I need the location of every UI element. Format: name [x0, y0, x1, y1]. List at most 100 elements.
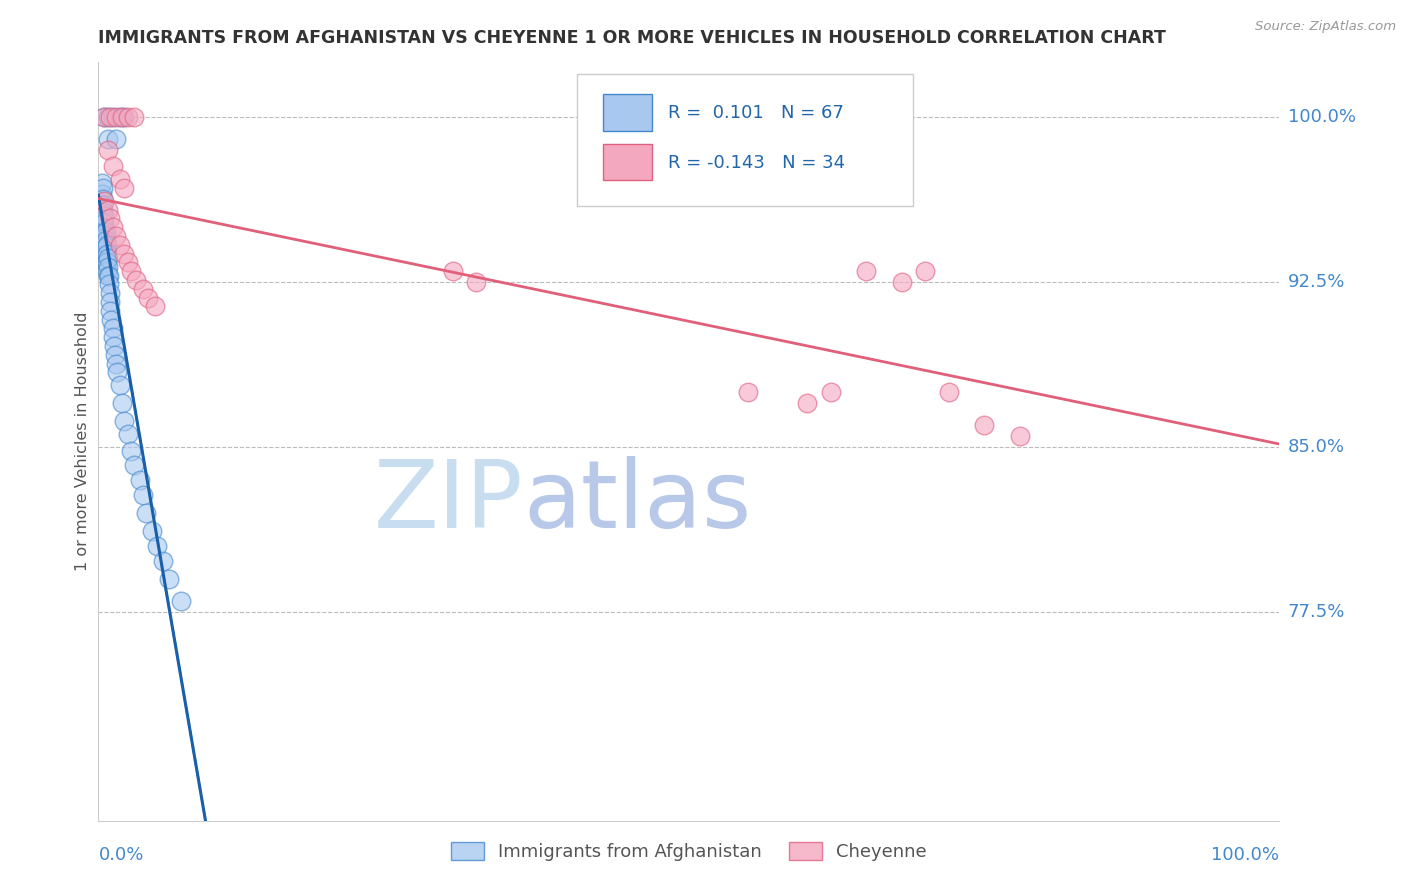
Point [141, 524, 163, 538]
Point [91, 220, 114, 235]
Point [105, 111, 128, 125]
Point [465, 275, 488, 289]
Point [112, 180, 135, 194]
Point [93, 225, 115, 239]
Point [91, 213, 114, 227]
Text: 100.0%: 100.0% [1212, 846, 1279, 863]
Point [91, 231, 114, 245]
Text: R = -0.143   N = 34: R = -0.143 N = 34 [668, 153, 845, 171]
Point [91, 242, 114, 256]
Point [143, 299, 166, 313]
Point [938, 385, 960, 400]
Legend: Immigrants from Afghanistan, Cheyenne: Immigrants from Afghanistan, Cheyenne [444, 835, 934, 869]
Point [108, 237, 131, 252]
Text: R =  0.101   N = 67: R = 0.101 N = 67 [668, 104, 844, 122]
Y-axis label: 1 or more Vehicles in Household: 1 or more Vehicles in Household [75, 312, 90, 571]
Point [125, 273, 148, 287]
Point [105, 229, 128, 244]
Point [101, 159, 124, 173]
Point [93, 111, 115, 125]
Point [117, 426, 139, 441]
Point [93, 216, 115, 230]
Point [93, 194, 115, 208]
Point [98, 295, 121, 310]
Text: atlas: atlas [523, 456, 752, 549]
Point [103, 339, 125, 353]
Point [93, 209, 115, 223]
Point [108, 111, 131, 125]
Point [91, 180, 114, 194]
Point [97, 144, 120, 158]
Point [132, 488, 155, 502]
Point [121, 264, 143, 278]
Point [101, 220, 124, 235]
Point [93, 231, 115, 245]
Point [97, 260, 120, 274]
Text: IMMIGRANTS FROM AFGHANISTAN VS CHEYENNE 1 OR MORE VEHICLES IN HOUSEHOLD CORRELAT: IMMIGRANTS FROM AFGHANISTAN VS CHEYENNE … [98, 29, 1167, 47]
Point [91, 202, 114, 217]
Point [105, 132, 128, 146]
Point [98, 303, 121, 318]
Point [97, 111, 120, 125]
Point [146, 539, 169, 553]
Point [121, 444, 143, 458]
Text: 77.5%: 77.5% [1288, 603, 1346, 621]
Point [170, 594, 193, 608]
Point [91, 209, 114, 223]
Text: 100.0%: 100.0% [1288, 109, 1355, 127]
Point [97, 202, 120, 217]
Point [111, 111, 134, 125]
Point [855, 264, 877, 278]
Point [112, 111, 135, 125]
Point [94, 225, 117, 239]
Point [97, 251, 120, 265]
Point [94, 255, 117, 269]
Text: 92.5%: 92.5% [1288, 273, 1346, 291]
Point [104, 348, 127, 362]
Point [98, 277, 121, 292]
Point [96, 255, 118, 269]
Point [93, 237, 115, 252]
Point [97, 132, 120, 146]
Point [122, 458, 145, 472]
Point [91, 198, 114, 212]
Point [101, 330, 124, 344]
Point [890, 275, 912, 289]
Point [91, 216, 114, 230]
Point [91, 205, 114, 219]
FancyBboxPatch shape [603, 95, 652, 130]
Point [135, 506, 157, 520]
Point [100, 312, 122, 326]
Text: 85.0%: 85.0% [1288, 438, 1344, 456]
Point [98, 268, 121, 283]
Point [132, 282, 155, 296]
Point [94, 240, 117, 254]
Point [94, 249, 117, 263]
Point [98, 286, 121, 301]
Point [97, 268, 120, 283]
Point [128, 473, 150, 487]
Point [91, 220, 114, 235]
Point [101, 111, 124, 125]
Point [91, 194, 114, 208]
Point [820, 385, 842, 400]
Text: ZIP: ZIP [374, 456, 523, 549]
Point [108, 378, 131, 392]
FancyBboxPatch shape [603, 144, 652, 180]
Point [157, 572, 180, 586]
Point [105, 357, 128, 371]
Point [117, 111, 139, 125]
Point [105, 365, 128, 379]
Point [973, 418, 995, 433]
Point [112, 246, 135, 260]
Point [136, 291, 159, 305]
Point [441, 264, 464, 278]
Point [122, 111, 145, 125]
Point [91, 225, 114, 239]
Point [94, 234, 117, 248]
Point [98, 111, 121, 125]
Point [1008, 429, 1031, 443]
Text: 0.0%: 0.0% [98, 846, 143, 863]
Point [152, 554, 174, 568]
Point [93, 111, 115, 125]
